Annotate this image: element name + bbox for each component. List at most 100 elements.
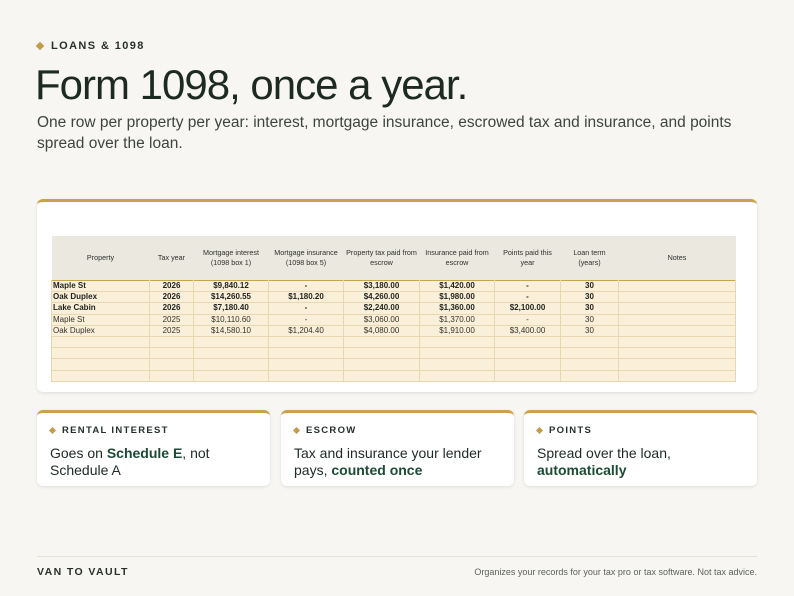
table-cell[interactable]: 30	[560, 313, 619, 326]
table-row: Lake Cabin 2026 $7,180.40- $2,240.00 $1,360.…	[51, 302, 736, 315]
table-cell[interactable]	[149, 358, 194, 371]
table-cell[interactable]: Maple St	[51, 313, 150, 326]
section-eyebrow: LOANS & 1098	[35, 40, 145, 52]
table-cell[interactable]: Maple St	[51, 279, 150, 293]
table-cell[interactable]	[618, 279, 736, 293]
table-cell[interactable]: $3,400.00	[494, 324, 561, 337]
table-cell[interactable]	[51, 347, 150, 360]
table-cell[interactable]	[494, 335, 561, 349]
table-cell[interactable]: $14,580.10	[193, 324, 269, 337]
table-cell[interactable]: 30	[560, 302, 619, 315]
table-row	[51, 369, 736, 382]
column-header[interactable]: Property	[51, 236, 150, 281]
table-cell[interactable]	[193, 347, 269, 360]
table-cell[interactable]	[494, 358, 561, 371]
table-cell[interactable]: Oak Duplex	[51, 291, 150, 304]
table-cell[interactable]: $3,060.00	[343, 313, 420, 326]
table-cell[interactable]: 2026	[149, 279, 194, 293]
footer-disclaimer: Organizes your records for your tax pro …	[474, 567, 757, 577]
table-cell[interactable]	[560, 335, 619, 349]
table-cell[interactable]	[618, 324, 736, 337]
column-header[interactable]: Notes	[618, 236, 736, 281]
feature-text: Goes on Schedule E, not Schedule A	[50, 445, 210, 478]
column-header[interactable]: Insurance paid from escrow	[419, 236, 495, 281]
table-cell[interactable]: 2025	[149, 324, 194, 337]
column-header[interactable]: Points paid this year	[494, 236, 561, 281]
table-cell[interactable]: $2,100.00	[494, 302, 561, 315]
table-cell[interactable]	[343, 358, 420, 371]
table-cell[interactable]: -	[268, 302, 344, 315]
table-cell[interactable]	[268, 347, 344, 360]
table-cell[interactable]: Oak Duplex	[51, 324, 150, 337]
table-cell[interactable]: $1,360.00	[419, 302, 495, 315]
table-cell[interactable]	[560, 358, 619, 371]
form-1098-table: Property Tax year Mortgage interest (109…	[51, 236, 736, 382]
table-cell[interactable]: $1,980.00	[419, 291, 495, 304]
table-cell[interactable]	[149, 335, 194, 349]
table-cell[interactable]: $1,370.00	[419, 313, 495, 326]
table-cell[interactable]	[149, 347, 194, 360]
table-row: Maple St 2026 $9,840.12- $3,180.00 $1,420.00…	[51, 279, 736, 293]
column-header[interactable]: Property tax paid from escrow	[343, 236, 420, 281]
diamond-icon	[35, 41, 45, 51]
table-cell[interactable]	[494, 347, 561, 360]
table-cell[interactable]	[618, 302, 736, 315]
table-cell[interactable]	[51, 358, 150, 371]
table-cell[interactable]: $1,180.20	[268, 291, 344, 304]
table-cell[interactable]: $4,080.00	[343, 324, 420, 337]
table-cell[interactable]: 2026	[149, 302, 194, 315]
table-cell[interactable]: -	[494, 313, 561, 326]
table-cell[interactable]	[560, 347, 619, 360]
table-cell[interactable]	[618, 358, 736, 371]
table-cell[interactable]	[419, 347, 495, 360]
column-header[interactable]: Mortgage insurance (1098 box 5)	[268, 236, 344, 281]
table-cell[interactable]	[419, 358, 495, 371]
table-cell[interactable]	[560, 369, 619, 382]
table-cell[interactable]: $14,260.55	[193, 291, 269, 304]
table-cell[interactable]	[193, 358, 269, 371]
table-cell[interactable]	[494, 369, 561, 382]
table-cell[interactable]	[618, 347, 736, 360]
table-cell[interactable]	[618, 369, 736, 382]
table-row	[51, 347, 736, 360]
table-cell[interactable]	[343, 369, 420, 382]
table-cell[interactable]: -	[494, 279, 561, 293]
table-cell[interactable]	[419, 335, 495, 349]
table-cell[interactable]	[193, 369, 269, 382]
table-cell[interactable]: 30	[560, 291, 619, 304]
table-cell[interactable]	[149, 369, 194, 382]
table-cell[interactable]	[618, 335, 736, 349]
column-header[interactable]: Loan term (years)	[560, 236, 619, 281]
table-cell[interactable]	[193, 335, 269, 349]
table-cell[interactable]: $4,260.00	[343, 291, 420, 304]
table-cell[interactable]	[268, 358, 344, 371]
table-cell[interactable]	[343, 347, 420, 360]
diamond-icon	[292, 426, 301, 435]
table-cell[interactable]: 2025	[149, 313, 194, 326]
table-cell[interactable]: $10,110.60	[193, 313, 269, 326]
table-cell[interactable]: -	[268, 313, 344, 326]
table-cell[interactable]: $2,240.00	[343, 302, 420, 315]
table-cell[interactable]	[618, 291, 736, 304]
table-cell[interactable]: $7,180.40	[193, 302, 269, 315]
table-cell[interactable]	[51, 369, 150, 382]
table-cell[interactable]: $1,204.40	[268, 324, 344, 337]
table-cell[interactable]: $1,420.00	[419, 279, 495, 293]
table-cell[interactable]: 30	[560, 279, 619, 293]
column-header[interactable]: Tax year	[149, 236, 194, 281]
table-cell[interactable]: $1,910.00	[419, 324, 495, 337]
table-cell[interactable]	[343, 335, 420, 349]
table-cell[interactable]: 30	[560, 324, 619, 337]
table-cell[interactable]: $3,180.00	[343, 279, 420, 293]
table-cell[interactable]: $9,840.12	[193, 279, 269, 293]
table-cell[interactable]	[618, 313, 736, 326]
table-cell[interactable]: -	[268, 279, 344, 293]
table-cell[interactable]	[51, 335, 150, 349]
table-cell[interactable]	[268, 369, 344, 382]
table-cell[interactable]: 2026	[149, 291, 194, 304]
column-header[interactable]: Mortgage interest (1098 box 1)	[193, 236, 269, 281]
table-cell[interactable]: -	[494, 291, 561, 304]
table-cell[interactable]	[268, 335, 344, 349]
table-cell[interactable]: Lake Cabin	[51, 302, 150, 315]
table-cell[interactable]	[419, 369, 495, 382]
